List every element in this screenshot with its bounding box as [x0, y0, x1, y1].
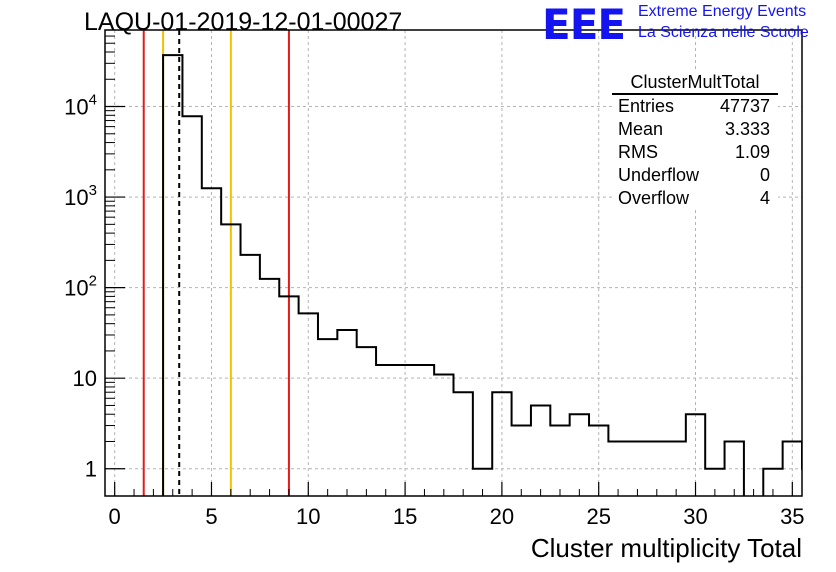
- histogram-bin: [299, 313, 318, 496]
- histogram-bin: [666, 441, 685, 496]
- x-tick-label: 5: [205, 504, 217, 529]
- stats-value: 0: [759, 165, 770, 185]
- stats-label: Mean: [618, 119, 664, 139]
- stats-label: Underflow: [618, 165, 700, 185]
- histogram-bin: [337, 330, 356, 496]
- x-tick-label: 20: [490, 504, 514, 529]
- axis-ticks: [105, 29, 793, 496]
- x-tick-label: 15: [393, 504, 417, 529]
- x-tick-label: 25: [586, 504, 610, 529]
- eee-logo-mark: EEE: [542, 0, 626, 49]
- histogram-bin: [570, 414, 589, 496]
- y-tick-label: 1: [85, 457, 97, 482]
- histogram-bin: [415, 365, 434, 496]
- stats-value: 4: [759, 188, 770, 208]
- stats-label: Overflow: [618, 188, 690, 208]
- stats-box: ClusterMultTotal Entries 47737 Mean 3.33…: [612, 72, 778, 210]
- x-tick-label: 10: [296, 504, 320, 529]
- histogram-bin: [512, 426, 531, 496]
- stats-title: ClusterMultTotal: [612, 72, 778, 95]
- histogram-outline: [162, 54, 802, 496]
- y-tick-label: 10: [73, 366, 97, 391]
- stats-row-underflow: Underflow 0: [612, 164, 778, 187]
- chart-title: LAQU-01-2019-12-01-00027: [84, 8, 403, 36]
- histogram-bin: [608, 441, 627, 496]
- histogram-bin: [454, 392, 473, 496]
- tick-labels: 0 5 10 15 20 25 30 35 1 10 102 103 104: [64, 92, 804, 529]
- histogram-bin: [202, 188, 221, 496]
- histogram-bin: [279, 296, 298, 496]
- histogram-bin: [802, 469, 821, 496]
- stats-value: 1.09: [734, 142, 770, 162]
- histogram-bin: [647, 441, 666, 496]
- plot-frame: [104, 29, 803, 497]
- histogram-bin: [318, 339, 337, 496]
- stats-label: RMS: [618, 142, 658, 162]
- y-tick-label: 103: [64, 182, 97, 210]
- x-tick-label: 35: [780, 504, 804, 529]
- histogram-bin: [241, 255, 260, 496]
- stats-value: 3.333: [724, 119, 770, 139]
- y-tick-label: 102: [64, 273, 97, 301]
- histogram-bin: [725, 441, 744, 496]
- eee-logo: EEE Extreme Energy Events La Scienza nel…: [542, 0, 809, 49]
- stats-row-entries: Entries 47737: [612, 95, 778, 118]
- histogram-bin: [260, 279, 279, 496]
- histogram-bin: [434, 374, 453, 496]
- histogram-bin: [395, 365, 414, 496]
- histogram-bin: [550, 426, 569, 496]
- histogram-bin: [163, 55, 182, 496]
- histogram-bin: [492, 392, 511, 496]
- histogram-series: [162, 54, 836, 496]
- histogram-bin: [531, 405, 550, 496]
- stats-value: 47737: [719, 96, 770, 116]
- histogram-bin: [182, 116, 201, 496]
- histogram-bin: [821, 469, 836, 496]
- histogram-bin: [376, 365, 395, 496]
- stats-label: Entries: [618, 96, 675, 116]
- histogram-bin: [357, 347, 376, 496]
- y-tick-label: 104: [64, 92, 97, 120]
- x-tick-label: 30: [683, 504, 707, 529]
- x-axis-label: Cluster multiplicity Total: [530, 533, 802, 563]
- histogram-bin: [221, 224, 240, 496]
- stats-row-rms: RMS 1.09: [612, 141, 778, 164]
- logo-text-line1: Extreme Energy Events: [638, 3, 807, 20]
- stats-row-mean: Mean 3.333: [612, 118, 778, 141]
- stats-row-overflow: Overflow 4: [612, 187, 778, 210]
- logo-text-line2: La Scienza nelle Scuole: [638, 24, 809, 41]
- x-tick-label: 0: [109, 504, 121, 529]
- histogram-bin: [628, 441, 647, 496]
